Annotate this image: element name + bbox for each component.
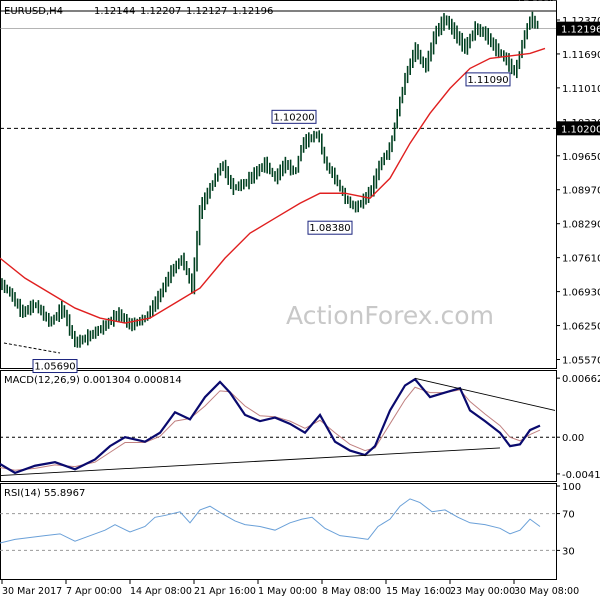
- macd-line: [0, 377, 541, 475]
- price-y-tick-label: 1.11690: [562, 50, 600, 61]
- macd-y-tick-label: 0.00: [562, 433, 584, 444]
- annotation-label: 1.08380: [309, 223, 350, 234]
- watermark: ActionForex.com: [286, 301, 494, 330]
- price-panel-frame: [0, 0, 557, 369]
- annotation-box: [271, 109, 317, 124]
- chart-symbol: EURUSD,H4: [4, 6, 63, 17]
- ohlc-low: 1.12127: [186, 6, 227, 17]
- x-tick-label: 1 May 00:00: [258, 586, 317, 597]
- price-y-tick-label: 1.06930: [562, 288, 600, 299]
- annotation-box: [465, 72, 511, 87]
- rsi-line: [0, 498, 541, 544]
- moving-average-line: [0, 47, 546, 324]
- rsi-y-tick-label: 70: [562, 510, 575, 521]
- x-tick-label: 8 May 08:00: [322, 586, 381, 597]
- annotation-label: 1.05690: [34, 362, 75, 373]
- macd-y-tick-label: -0.004116: [562, 470, 600, 481]
- price-y-tick-label: 1.09650: [562, 152, 600, 163]
- price-y-tick-label: 1.07610: [562, 254, 600, 265]
- rsi-y-tick-label: 100: [562, 482, 581, 493]
- macd-y-tick-label: 0.006624: [562, 374, 600, 385]
- price-y-tick-label: 1.08290: [562, 220, 600, 231]
- rsi-panel-frame: [0, 483, 557, 580]
- ohlc-close: 1.12196: [232, 6, 273, 17]
- price-y-tick-label: 1.12370: [562, 16, 600, 27]
- rsi-y-tick-label: 30: [562, 546, 575, 557]
- x-tick-label: 23 May 00:00: [450, 586, 515, 597]
- ohlc-open: 1.12144: [94, 6, 135, 17]
- annotation-box: [32, 359, 78, 374]
- price-y-tick-label: 1.05570: [562, 356, 600, 367]
- macd-trendline: [0, 447, 501, 476]
- axis-layer: 1.123701.116901.110101.103301.096501.089…: [1, 16, 600, 597]
- ohlc-high: 1.12207: [140, 6, 181, 17]
- price-y-tick-label: 1.06250: [562, 322, 600, 333]
- price-y-tick-label: 1.11010: [562, 84, 600, 95]
- x-tick-label: 21 Apr 16:00: [194, 586, 256, 597]
- x-tick-label: 15 May 16:00: [386, 586, 451, 597]
- x-tick-label: 30 Mar 2017: [2, 586, 62, 597]
- annotation-box: [307, 220, 353, 235]
- price-y-tick-label: 1.08970: [562, 186, 600, 197]
- macd-trendline: [414, 377, 556, 411]
- level-price-tag: [557, 121, 600, 136]
- annotation-label: 1.11090: [467, 75, 508, 86]
- macd-title: MACD(12,26,9) 0.001304 0.000814: [4, 375, 182, 386]
- current-price-tag: [557, 21, 600, 36]
- level-price-value: 1.10200: [561, 124, 600, 135]
- rsi-title: RSI(14) 55.8967: [4, 488, 85, 499]
- price-trendline: [3, 342, 61, 354]
- current-price-value: 1.12196: [561, 25, 600, 36]
- macd-panel-frame: [0, 370, 557, 482]
- x-tick-label: 14 Apr 08:00: [130, 586, 192, 597]
- macd-layer: [0, 377, 556, 476]
- rsi-layer: [0, 498, 556, 551]
- annotation-label: 1.10200: [273, 112, 314, 123]
- x-tick-label: 30 May 08:00: [514, 586, 579, 597]
- x-tick-label: 7 Apr 00:00: [66, 586, 122, 597]
- macd-signal-line: [0, 386, 541, 471]
- annotation-label: FE 138.2: [518, 0, 558, 4]
